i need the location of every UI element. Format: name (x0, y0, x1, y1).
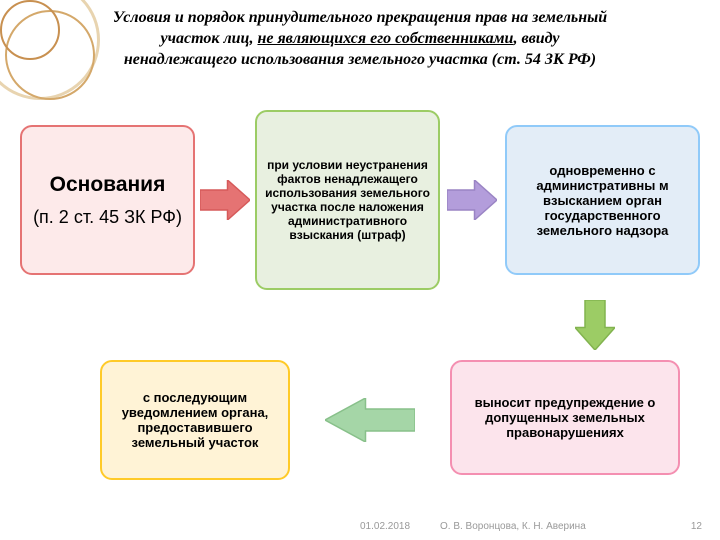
box-text: одновременно с административны м взыскан… (515, 163, 690, 238)
arrow-a2 (447, 180, 497, 220)
footer-page: 12 (691, 521, 702, 532)
arrow-a1 (200, 180, 250, 220)
arrow-a3 (575, 300, 615, 350)
box-sub: (п. 2 ст. 45 ЗК РФ) (30, 207, 185, 228)
title-line1: Условия и порядок принудительного прекра… (113, 9, 607, 26)
box-text: выносит предупреждение о допущенных земе… (460, 395, 670, 440)
title-line3: ненадлежащего использования земельного у… (124, 51, 596, 68)
arrow-a4 (325, 398, 415, 442)
diagram-box-b4: выносит предупреждение о допущенных земе… (450, 360, 680, 475)
box-text: при условии неустранения фактов ненадлеж… (265, 158, 430, 242)
diagram-box-b3: одновременно с административны м взыскан… (505, 125, 700, 275)
diagram-box-b5: с последующим уведомлением органа, предо… (100, 360, 290, 480)
page-title: Условия и порядок принудительного прекра… (20, 8, 700, 70)
box-text: с последующим уведомлением органа, предо… (110, 390, 280, 450)
title-line2-pre: участок лиц, (161, 30, 258, 47)
diagram-box-b2: при условии неустранения фактов ненадлеж… (255, 110, 440, 290)
title-line2-post: , ввиду (513, 30, 559, 47)
title-line2-underline: не являющихся его собственниками (257, 30, 513, 47)
box-heading: Основания (30, 173, 185, 197)
footer-date: 01.02.2018 (360, 521, 410, 532)
footer-authors: О. В. Воронцова, К. Н. Аверина (440, 521, 586, 532)
diagram-box-b1: Основания (п. 2 ст. 45 ЗК РФ) (20, 125, 195, 275)
